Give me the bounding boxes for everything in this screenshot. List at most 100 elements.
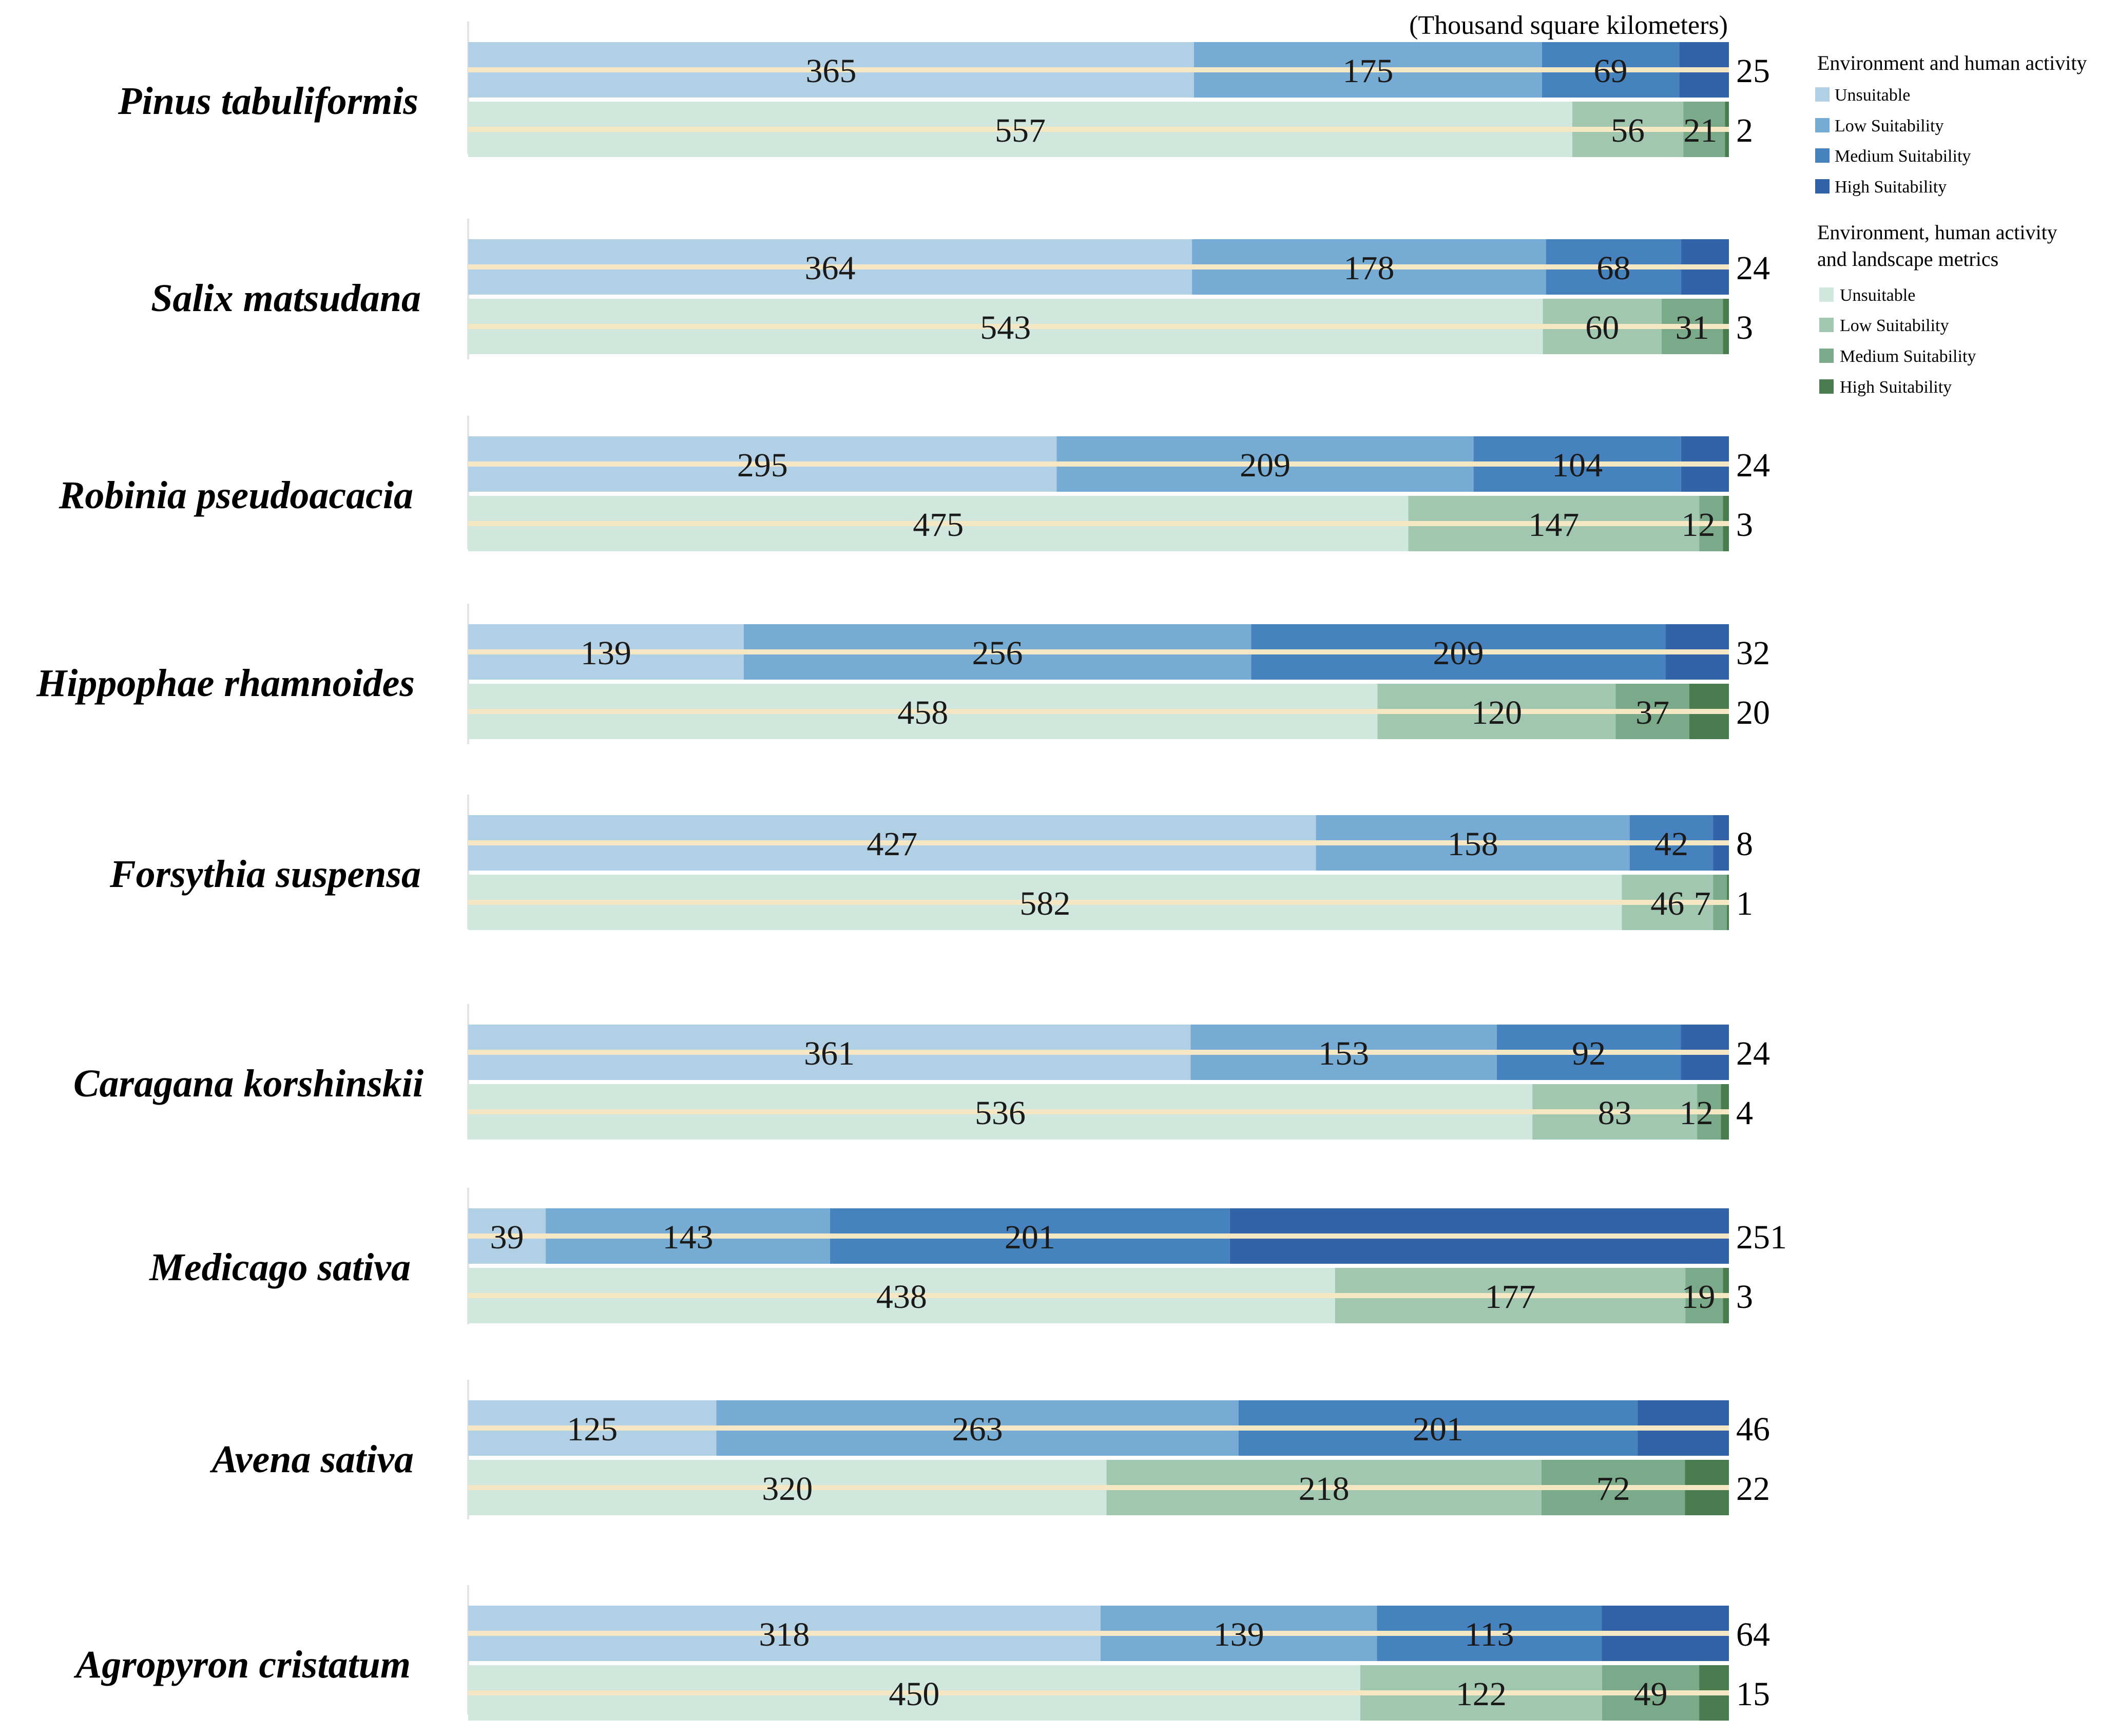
end-value-label: 4 bbox=[1736, 1094, 1753, 1132]
value-label: 19 bbox=[1681, 1278, 1715, 1316]
species-label-robinia-pseudoacacia: Robinia pseudoacacia bbox=[59, 474, 413, 517]
value-label: 68 bbox=[1596, 249, 1630, 287]
bar-centerline bbox=[468, 1050, 1729, 1055]
value-label: 318 bbox=[759, 1616, 810, 1653]
bar-centerline bbox=[468, 900, 1729, 905]
value-label: 72 bbox=[1596, 1470, 1630, 1508]
bar-centerline bbox=[468, 1293, 1729, 1298]
bar-centerline bbox=[468, 709, 1729, 714]
end-value-label: 24 bbox=[1736, 1035, 1770, 1072]
value-label: 139 bbox=[581, 634, 631, 672]
end-value-label: 25 bbox=[1736, 52, 1770, 90]
species-label-avena-sativa: Avena sativa bbox=[210, 1438, 414, 1481]
legend-label-green-unsuitable: Unsuitable bbox=[1840, 286, 1915, 305]
value-label: 209 bbox=[1240, 447, 1291, 484]
value-label: 218 bbox=[1299, 1470, 1350, 1508]
species-label-caragana-korshinskii: Caragana korshinskii bbox=[73, 1062, 424, 1105]
value-label: 42 bbox=[1654, 825, 1688, 863]
value-label: 450 bbox=[889, 1675, 939, 1713]
bar-centerline bbox=[468, 1425, 1729, 1431]
bar-centerline bbox=[468, 264, 1729, 269]
species-label-forsythia-suspensa: Forsythia suspensa bbox=[109, 853, 421, 896]
value-label: 177 bbox=[1485, 1278, 1535, 1316]
end-value-label: 8 bbox=[1736, 825, 1753, 863]
value-label: 46 bbox=[1650, 885, 1684, 922]
legend-label-blue-medium-suitability: Medium Suitability bbox=[1835, 147, 1971, 166]
value-label: 178 bbox=[1343, 249, 1394, 287]
end-value-label: 32 bbox=[1736, 634, 1770, 672]
bar-centerline bbox=[468, 1485, 1729, 1490]
value-label: 263 bbox=[952, 1411, 1003, 1448]
legend-label-green-medium-suitability: Medium Suitability bbox=[1840, 347, 1976, 366]
species-label-hippophae-rhamnoides: Hippophae rhamnoides bbox=[36, 662, 415, 705]
legend-swatch-green-low-suitability bbox=[1819, 318, 1834, 332]
legend-swatch-green-unsuitable bbox=[1819, 287, 1834, 302]
value-label: 21 bbox=[1683, 112, 1717, 149]
value-label: 49 bbox=[1633, 1675, 1667, 1713]
bar-centerline bbox=[468, 840, 1729, 845]
bar-centerline bbox=[468, 324, 1729, 329]
value-label: 122 bbox=[1456, 1675, 1507, 1713]
end-value-label: 3 bbox=[1736, 309, 1753, 346]
value-label: 543 bbox=[980, 309, 1031, 346]
legend-swatch-blue-high-suitability bbox=[1815, 179, 1830, 194]
legend-label-blue-unsuitable: Unsuitable bbox=[1835, 86, 1910, 105]
legend-label-green-high-suitability: High Suitability bbox=[1840, 378, 1952, 397]
end-value-label: 1 bbox=[1736, 885, 1753, 922]
value-label: 39 bbox=[490, 1219, 524, 1256]
value-label: 125 bbox=[567, 1411, 618, 1448]
legend-swatch-blue-unsuitable bbox=[1815, 87, 1830, 102]
species-label-medicago-sativa: Medicago sativa bbox=[149, 1246, 411, 1289]
value-label: 143 bbox=[663, 1219, 714, 1256]
value-label: 12 bbox=[1681, 506, 1715, 544]
value-label: 139 bbox=[1214, 1616, 1264, 1653]
value-label: 201 bbox=[1413, 1411, 1464, 1448]
legend-swatch-green-high-suitability bbox=[1819, 379, 1834, 394]
value-label: 147 bbox=[1528, 506, 1579, 544]
end-value-label: 20 bbox=[1736, 694, 1770, 731]
value-label: 427 bbox=[867, 825, 917, 863]
end-value-label: 15 bbox=[1736, 1675, 1770, 1713]
value-label: 175 bbox=[1342, 52, 1393, 90]
end-value-label: 64 bbox=[1736, 1616, 1770, 1653]
value-label: 438 bbox=[876, 1278, 927, 1316]
end-value-label: 3 bbox=[1736, 1278, 1753, 1316]
species-label-pinus-tabuliformis: Pinus tabuliformis bbox=[118, 80, 418, 123]
value-label: 209 bbox=[1433, 634, 1484, 672]
value-label: 60 bbox=[1585, 309, 1619, 346]
value-label: 256 bbox=[972, 634, 1023, 672]
value-label: 536 bbox=[975, 1094, 1026, 1132]
value-label: 83 bbox=[1598, 1094, 1632, 1132]
value-label: 158 bbox=[1448, 825, 1498, 863]
value-label: 92 bbox=[1572, 1035, 1606, 1072]
bar-centerline bbox=[468, 1631, 1729, 1636]
value-label: 475 bbox=[913, 506, 964, 544]
species-label-agropyron-cristatum: Agropyron cristatum bbox=[74, 1643, 411, 1686]
value-label: 153 bbox=[1318, 1035, 1369, 1072]
end-value-label: 22 bbox=[1736, 1470, 1770, 1508]
value-label: 37 bbox=[1635, 694, 1669, 731]
legend-label-blue-low-suitability: Low Suitability bbox=[1835, 117, 1944, 136]
bar-centerline bbox=[468, 1690, 1729, 1695]
value-label: 557 bbox=[995, 112, 1046, 149]
end-value-label: 46 bbox=[1736, 1411, 1770, 1448]
value-label: 69 bbox=[1594, 52, 1628, 90]
species-label-salix-matsudana: Salix matsudana bbox=[151, 277, 421, 320]
legend-label-green-low-suitability: Low Suitability bbox=[1840, 316, 1949, 335]
value-label: 365 bbox=[805, 52, 856, 90]
end-value-label: 2 bbox=[1736, 112, 1753, 149]
value-label: 104 bbox=[1552, 447, 1603, 484]
end-value-label: 24 bbox=[1736, 249, 1770, 287]
bar-centerline bbox=[468, 1109, 1729, 1114]
bar-centerline bbox=[468, 649, 1729, 654]
bar-centerline bbox=[468, 461, 1729, 467]
value-label: 458 bbox=[897, 694, 948, 731]
legend-swatch-blue-medium-suitability bbox=[1815, 148, 1830, 163]
value-label: 12 bbox=[1680, 1094, 1714, 1132]
legend-title-1: Environment and human activity bbox=[1817, 51, 2087, 74]
value-label: 361 bbox=[804, 1035, 855, 1072]
value-label: 364 bbox=[805, 249, 856, 287]
value-label: 201 bbox=[1005, 1219, 1055, 1256]
